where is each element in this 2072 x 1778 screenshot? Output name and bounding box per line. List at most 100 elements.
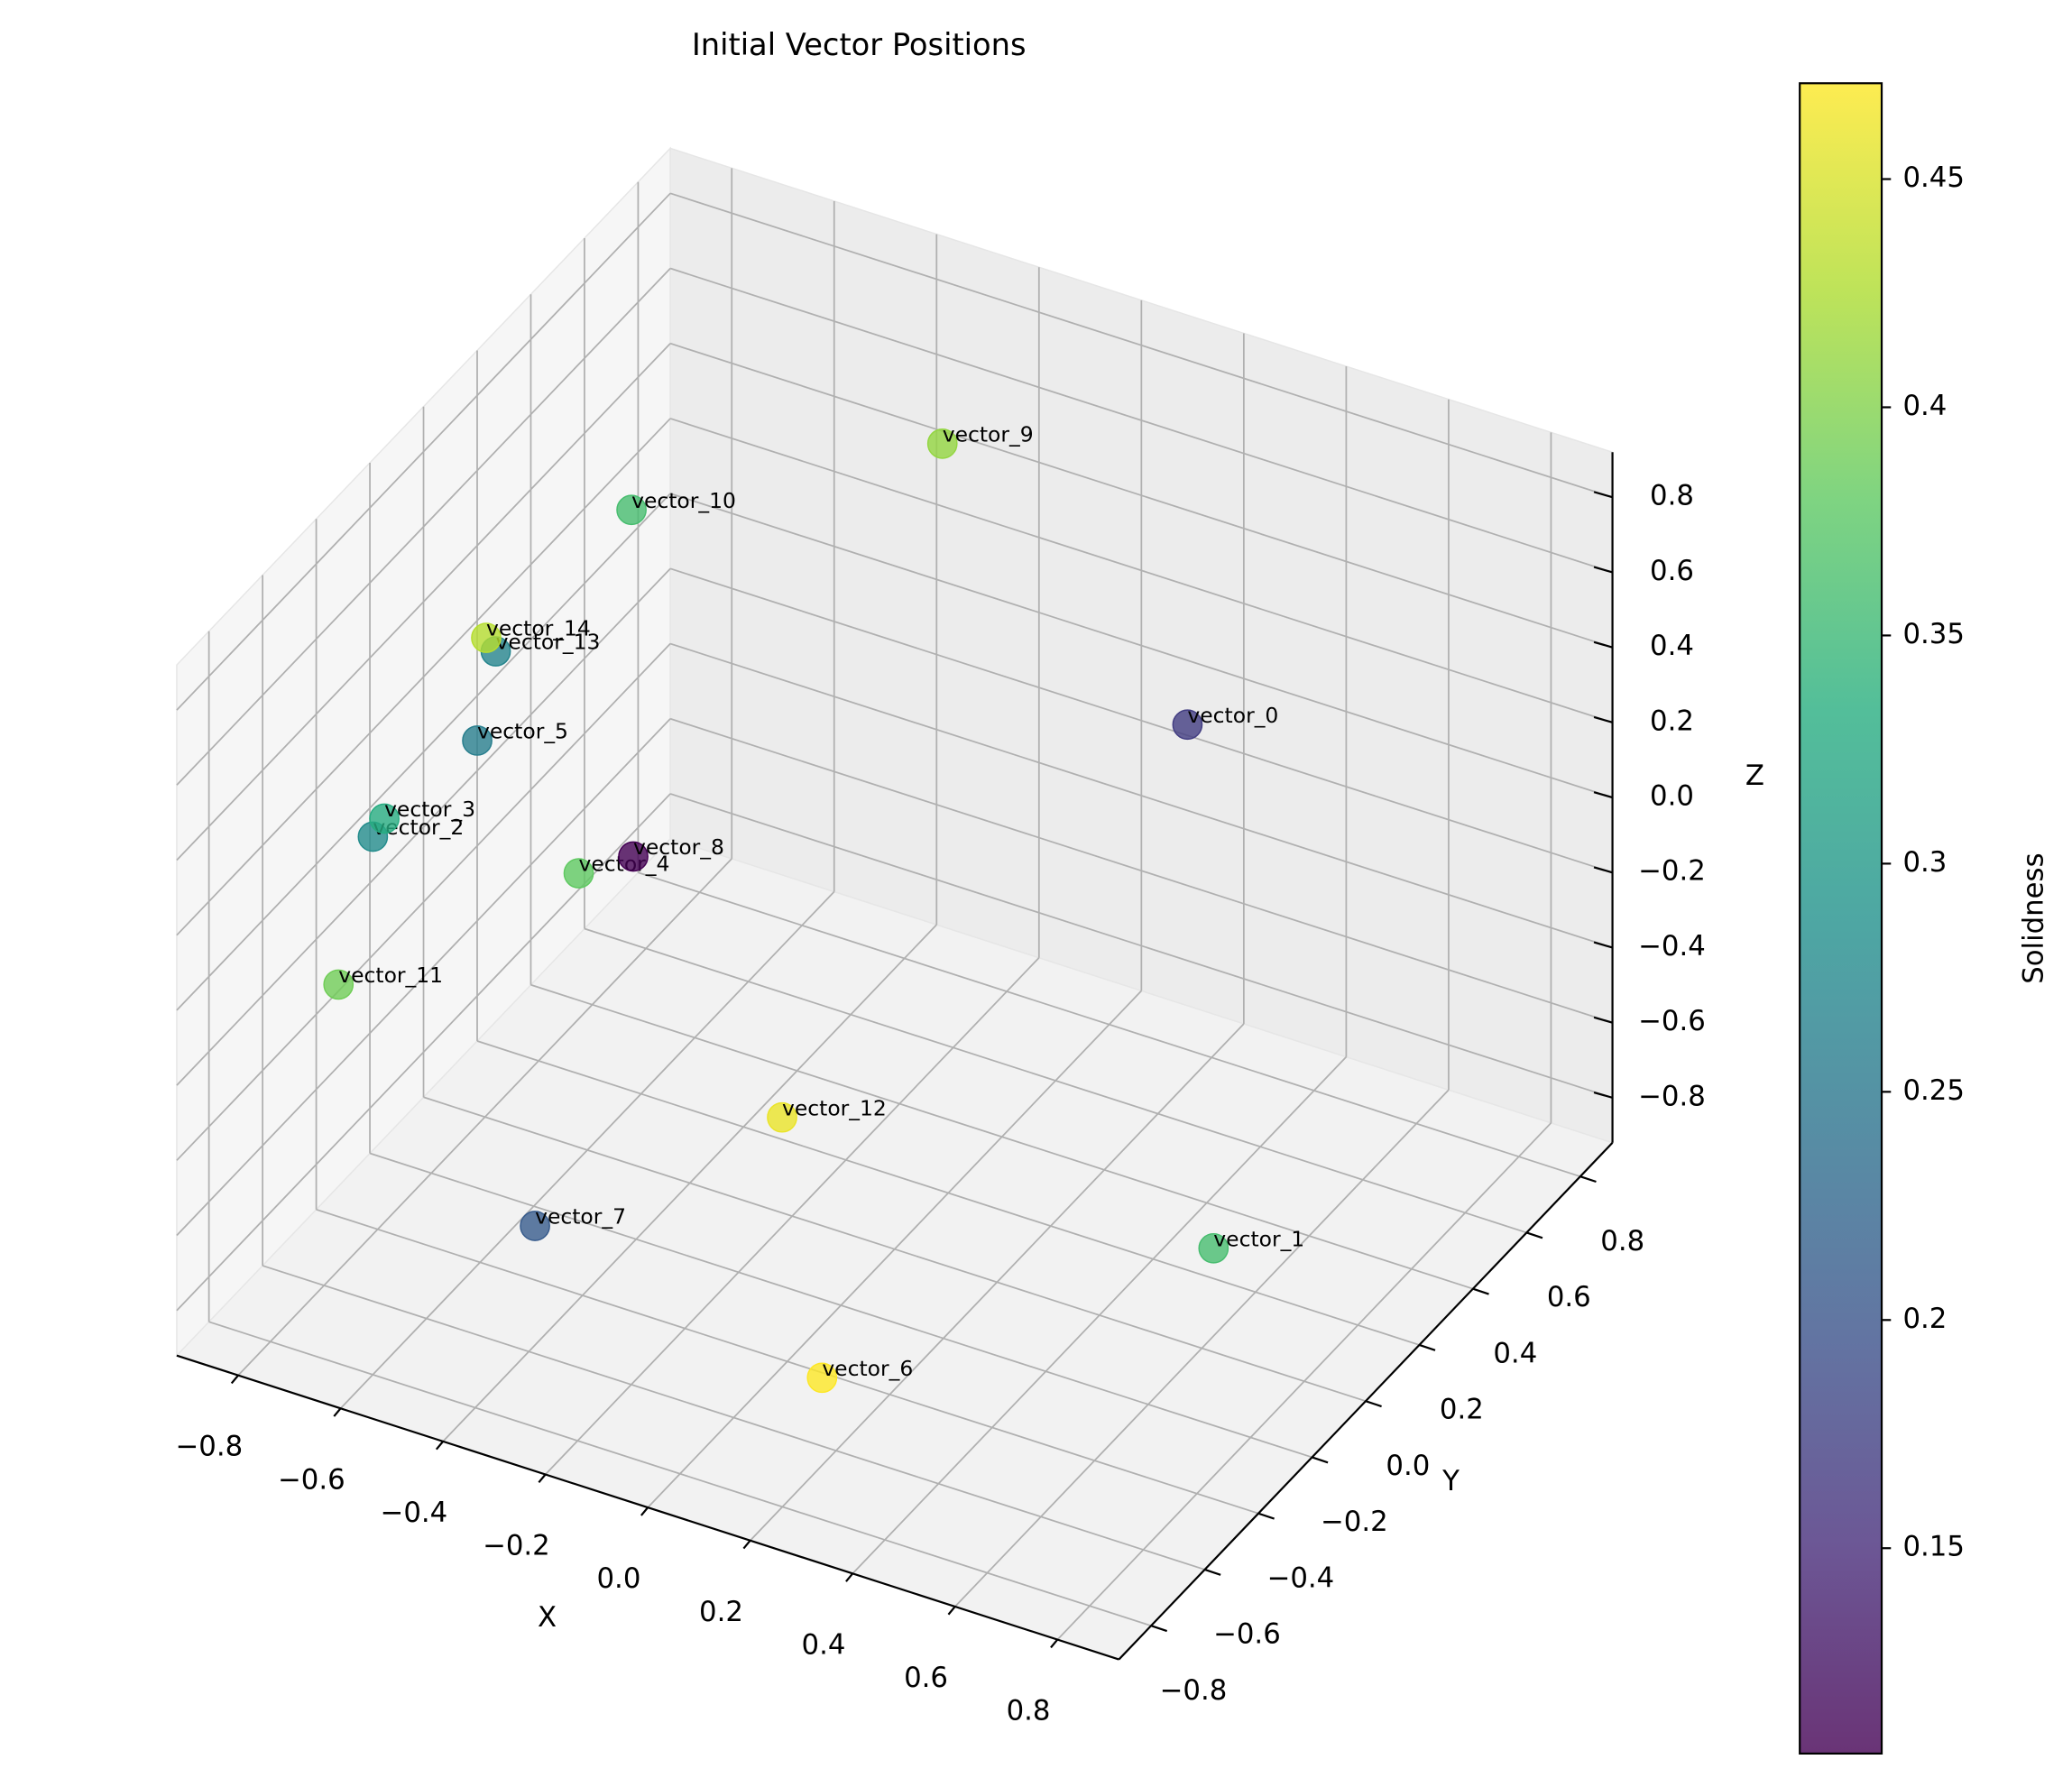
y-tick-label: −0.4 <box>1267 1562 1335 1594</box>
point-label: vector_11 <box>338 963 443 988</box>
point <box>323 969 355 1000</box>
z-tick <box>1593 941 1613 949</box>
point-label: vector_6 <box>822 1356 913 1381</box>
x-tick <box>845 1572 854 1582</box>
point <box>462 725 493 756</box>
colorbar-frame <box>1799 82 1883 1755</box>
grid-line <box>669 642 1613 949</box>
grid-line <box>584 927 1527 1234</box>
grid-line <box>176 493 671 1011</box>
x-tick <box>742 1540 751 1550</box>
point <box>369 803 400 834</box>
x-tick-label: 0.2 <box>699 1596 743 1628</box>
x-tick <box>538 1473 547 1483</box>
grid-line <box>476 1040 1420 1346</box>
z-tick <box>1593 791 1613 799</box>
x-tick <box>947 1606 956 1616</box>
z-tick <box>1593 491 1613 499</box>
grid-line <box>176 642 671 1161</box>
point <box>926 428 958 459</box>
point <box>1172 709 1203 741</box>
z-tick-label: 0.8 <box>1650 480 1694 512</box>
grid-line <box>669 567 1613 874</box>
point-label: vector_8 <box>633 834 724 860</box>
z-tick <box>1593 715 1613 723</box>
colorbar-tick-label: 0.35 <box>1902 618 1964 650</box>
grid-line <box>176 343 671 861</box>
y-tick-label: 0.0 <box>1386 1450 1430 1482</box>
x-tick-label: 0.8 <box>1007 1695 1051 1727</box>
point <box>616 494 647 526</box>
colorbar-tick-label: 0.25 <box>1902 1074 1964 1107</box>
grid-line <box>176 267 671 786</box>
y-tick <box>1419 1343 1436 1351</box>
y-tick <box>1257 1512 1275 1520</box>
point-label: vector_13 <box>496 630 601 655</box>
z-tick <box>1593 566 1613 574</box>
point-label: vector_7 <box>535 1204 626 1230</box>
grid-line <box>669 717 1613 1024</box>
y-tick-label: −0.2 <box>1321 1506 1388 1538</box>
x-tick-label: 0.4 <box>802 1628 846 1661</box>
point <box>1198 1232 1229 1264</box>
grid-line <box>530 983 1474 1290</box>
z-tick-label: 0.4 <box>1650 630 1694 662</box>
x-tick-label: −0.2 <box>483 1530 550 1562</box>
point <box>767 1101 797 1133</box>
point <box>563 858 594 889</box>
x-tick <box>230 1374 239 1385</box>
grid-line <box>669 267 1613 574</box>
point-label: vector_9 <box>943 422 1034 447</box>
colorbar-tick-label: 0.2 <box>1902 1303 1947 1335</box>
y-tick <box>1579 1175 1597 1184</box>
x-tick <box>333 1407 342 1417</box>
point-label: vector_1 <box>1213 1227 1304 1252</box>
z-tick-label: −0.4 <box>1638 930 1706 963</box>
point-label: vector_5 <box>477 719 568 744</box>
point <box>618 841 649 872</box>
colorbar-tick-label: 0.45 <box>1902 161 1964 194</box>
colorbar-label: Solidness <box>2017 852 2049 983</box>
z-tick-label: −0.6 <box>1638 1005 1706 1037</box>
point <box>806 1362 838 1394</box>
colorbar-tick-label: 0.4 <box>1902 390 1947 422</box>
y-tick-label: −0.6 <box>1213 1618 1281 1651</box>
x-tick-label: −0.6 <box>278 1463 345 1496</box>
grid-line <box>669 793 1613 1099</box>
grid-line <box>669 342 1613 649</box>
y-tick-label: 0.4 <box>1493 1337 1537 1369</box>
x-tick-label: −0.4 <box>381 1497 448 1529</box>
x-tick-label: 0.6 <box>904 1662 948 1694</box>
x-tick <box>640 1506 649 1516</box>
y-tick <box>1472 1287 1489 1295</box>
z-tick-label: 0.6 <box>1650 555 1694 587</box>
z-tick-label: 0.2 <box>1650 705 1694 737</box>
grid-line <box>369 1152 1312 1459</box>
grid-line <box>423 1096 1367 1403</box>
chart-title: Initial Vector Positions <box>692 27 1027 62</box>
grid-line <box>316 1208 1259 1515</box>
x-tick-label: 0.0 <box>596 1562 640 1595</box>
colorbar-tick-label: 0.15 <box>1902 1531 1964 1563</box>
x-tick <box>435 1441 444 1451</box>
y-tick-label: −0.8 <box>1160 1674 1228 1707</box>
point <box>520 1211 550 1241</box>
point-label: vector_3 <box>384 797 475 822</box>
y-tick <box>1150 1625 1168 1633</box>
colorbar-tick-label: 0.3 <box>1902 846 1947 879</box>
z-tick-label: −0.8 <box>1638 1080 1706 1112</box>
colorbar <box>1800 83 1883 1754</box>
x-axis-label: X <box>538 1601 557 1634</box>
y-tick-label: 0.8 <box>1600 1225 1644 1257</box>
y-tick-label: 0.2 <box>1440 1394 1484 1426</box>
x-tick <box>1050 1638 1059 1649</box>
grid-line <box>176 567 671 1086</box>
z-tick-label: 0.0 <box>1650 780 1694 813</box>
point <box>471 622 502 653</box>
z-tick <box>1593 866 1613 874</box>
grid-line <box>176 418 671 936</box>
grid-line <box>262 1265 1205 1571</box>
z-axis-label: Z <box>1745 760 1764 792</box>
grid-line <box>208 1321 1152 1627</box>
